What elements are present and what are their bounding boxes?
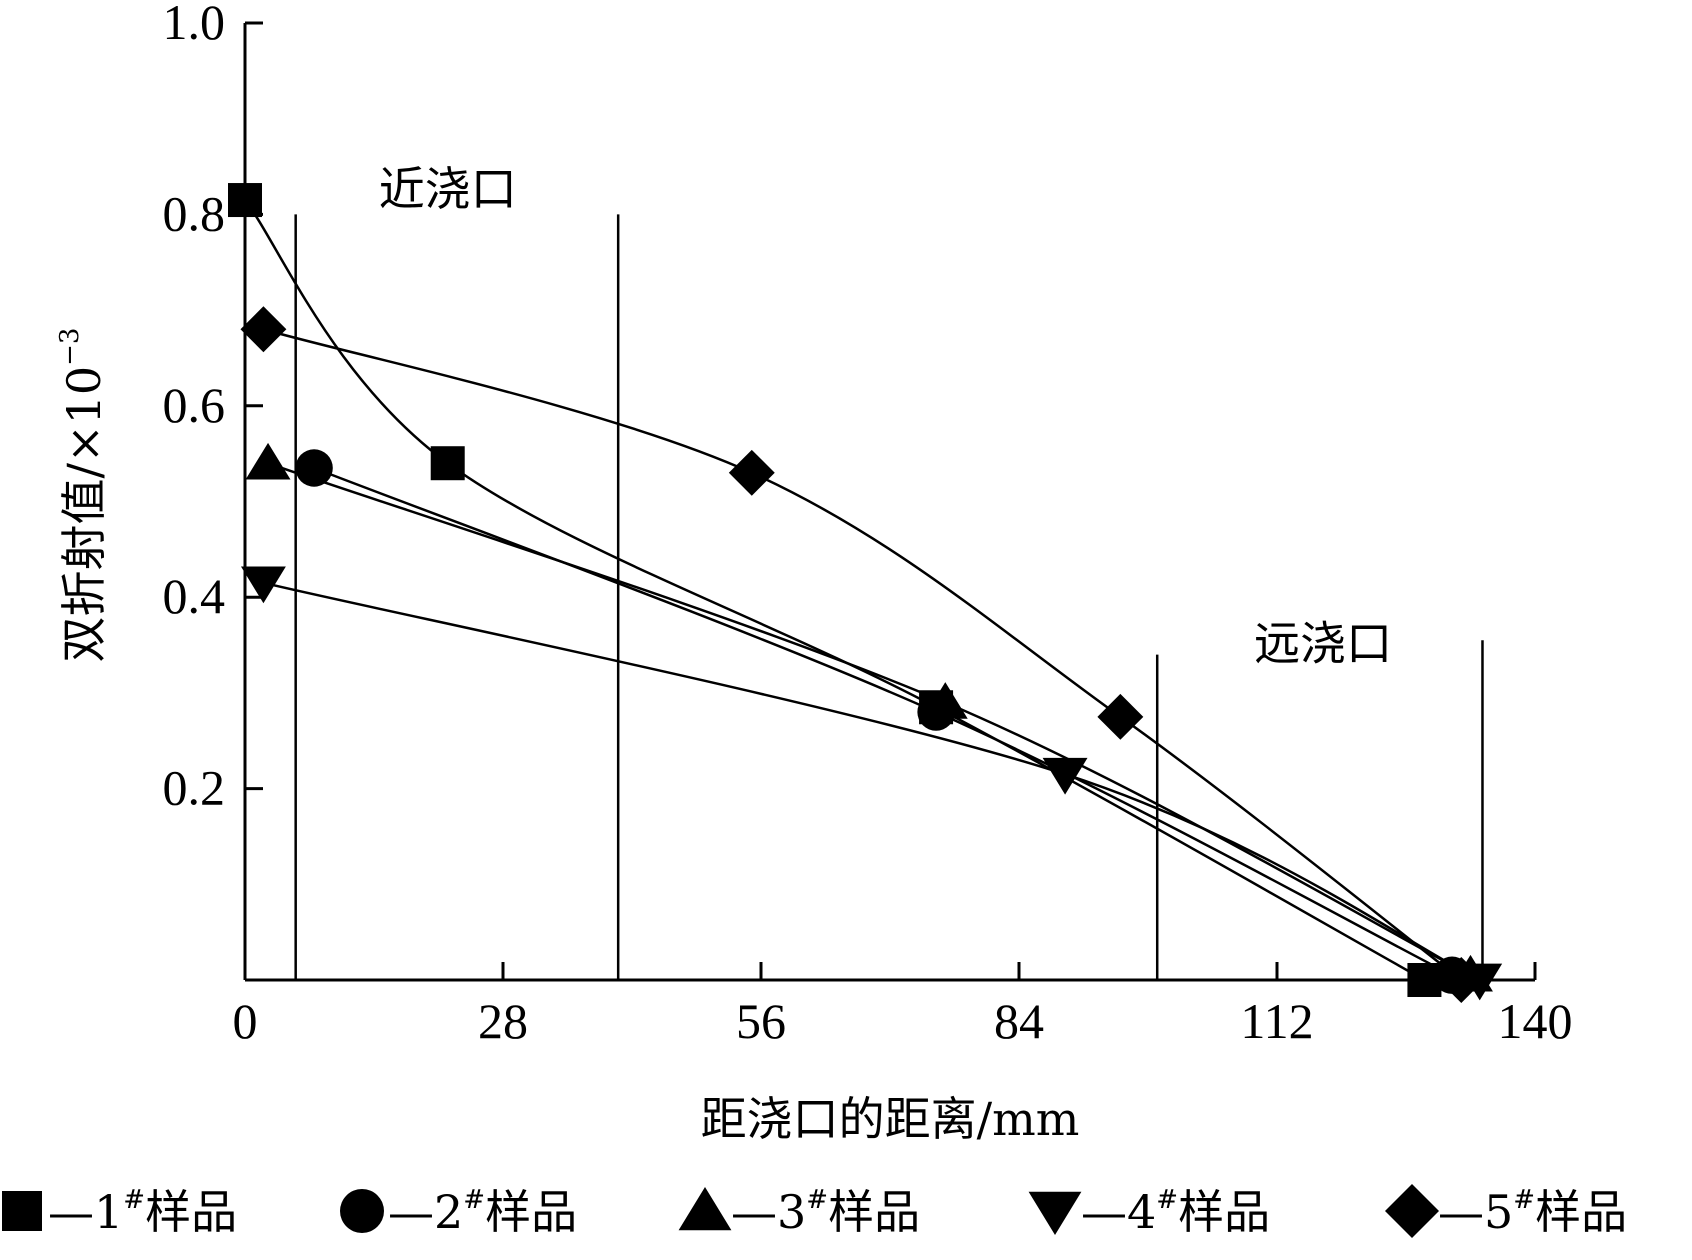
legend-marker: [678, 1187, 732, 1231]
legend-item-2: —2#样品: [340, 1185, 577, 1239]
legend-marker: [340, 1189, 384, 1233]
legend-marker: [1028, 1191, 1082, 1235]
legend-item-5: —5#样品: [1385, 1184, 1627, 1239]
y-tick-label: 0.6: [163, 377, 226, 433]
data-point: [245, 442, 291, 480]
x-tick-label: 140: [1498, 993, 1573, 1049]
data-point: [1042, 757, 1088, 795]
y-tick-label: 0.4: [163, 568, 226, 624]
x-tick-label: 84: [994, 993, 1044, 1049]
data-point: [1097, 693, 1144, 740]
data-point: [240, 566, 286, 604]
region-divider-lines: [294, 214, 1484, 980]
axes: 0 28 56 84 112 140 0.2 0.4 0.6 0.8 1.0: [163, 0, 1573, 1049]
series-line: [244, 199, 1426, 982]
y-axis-title-text: 双折射值/×10: [57, 366, 111, 663]
series-line: [263, 328, 1463, 981]
x-tick-label: 56: [736, 993, 786, 1049]
data-point: [240, 306, 287, 353]
legend-marker: [2, 1191, 42, 1231]
legend-label: —2#样品: [388, 1185, 577, 1239]
series-layer: [228, 183, 1503, 1003]
y-axis-title: 双折射值/×10−3: [55, 328, 111, 663]
x-tick-label: 28: [478, 993, 528, 1049]
series-1: [228, 183, 1442, 997]
region-label-far-gate: 远浇口: [1254, 616, 1392, 670]
series-3: [245, 442, 1493, 992]
x-tick-label: 112: [1240, 993, 1313, 1049]
legend-label: —5#样品: [1438, 1185, 1627, 1239]
y-tick-label: 0.8: [163, 185, 226, 241]
y-tick-label: 0.2: [163, 760, 226, 816]
legend-item-1: —1#样品: [2, 1185, 237, 1239]
legend: —1#样品 —2#样品 —3#样品 —4#样品 —5#样品: [2, 1184, 1627, 1239]
series-line: [263, 581, 1481, 982]
x-tick-label: 0: [233, 993, 258, 1049]
data-point: [922, 682, 968, 719]
legend-label: —1#样品: [48, 1185, 237, 1239]
data-point: [728, 449, 775, 496]
x-axis-title: 距浇口的距离/mm: [701, 1092, 1080, 1146]
legend-item-4: —4#样品: [1028, 1185, 1270, 1239]
region-label-near-gate: 近浇口: [379, 162, 517, 216]
y-axis-title-exponent: −3: [55, 328, 85, 366]
legend-marker: [1385, 1184, 1439, 1238]
legend-item-3: —3#样品: [678, 1185, 920, 1239]
legend-label: —4#样品: [1081, 1185, 1270, 1239]
data-point: [295, 449, 333, 487]
y-tick-label: 1.0: [163, 0, 226, 50]
legend-label: —3#样品: [731, 1185, 920, 1239]
data-point: [430, 446, 465, 481]
